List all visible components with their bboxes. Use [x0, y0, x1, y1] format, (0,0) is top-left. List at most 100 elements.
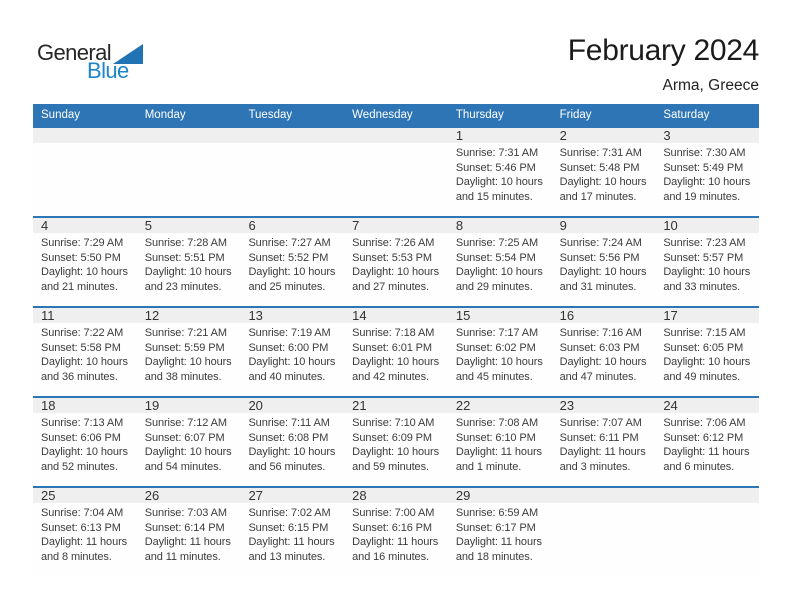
day-details: Sunrise: 7:30 AM Sunset: 5:49 PM Daylight:… [663, 146, 757, 204]
day-details: Sunrise: 7:23 AM Sunset: 5:57 PM Daylight:… [663, 236, 757, 294]
sunrise-text: Sunrise: 7:06 AM [663, 417, 746, 429]
daylight-text: Daylight: 10 hours and 49 minutes. [663, 356, 751, 383]
day-number: 25 [41, 488, 56, 503]
day-number: 2 [559, 128, 567, 143]
calendar-cell: 15 Sunrise: 7:17 AM Sunset: 6:02 PM Dayligh… [448, 308, 552, 396]
daylight-text: Daylight: 11 hours and 3 minutes. [559, 446, 646, 473]
daylight-text: Daylight: 11 hours and 8 minutes. [41, 536, 128, 563]
sunset-text: Sunset: 5:58 PM [41, 341, 121, 354]
calendar-cell: 29 Sunrise: 6:59 AM Sunset: 6:17 PM Dayligh… [448, 488, 552, 576]
sunrise-text: Sunrise: 7:18 AM [352, 327, 435, 339]
sunrise-text: Sunrise: 7:28 AM [144, 237, 227, 249]
sunrise-text: Sunrise: 7:30 AM [663, 147, 746, 159]
day-number: 16 [559, 308, 575, 323]
day-number: 18 [41, 398, 56, 413]
sunrise-text: Sunrise: 6:59 AM [455, 507, 539, 519]
sunrise-text: Sunrise: 7:00 AM [352, 507, 435, 519]
sunset-text: Sunset: 6:14 PM [144, 521, 225, 534]
daylight-text: Daylight: 11 hours and 13 minutes. [248, 536, 335, 563]
logo-triangle-icon [113, 44, 144, 64]
calendar-cell: 24 Sunrise: 7:06 AM Sunset: 6:12 PM Dayligh… [655, 398, 759, 486]
sunrise-text: Sunrise: 7:11 AM [248, 417, 330, 429]
sunrise-text: Sunrise: 7:13 AM [41, 417, 124, 429]
calendar-cell: 21 Sunrise: 7:10 AM Sunset: 6:09 PM Dayligh… [344, 398, 448, 486]
logo: General Blue [37, 42, 144, 82]
day-number: 20 [248, 398, 263, 413]
page-subtitle: Arma, Greece [662, 77, 759, 94]
sunset-text: Sunset: 5:48 PM [559, 161, 640, 174]
day-details: Sunrise: 7:07 AM Sunset: 6:11 PM Daylight:… [560, 416, 654, 474]
daylight-text: Daylight: 10 hours and 23 minutes. [144, 266, 232, 293]
calendar-cell: 18 Sunrise: 7:13 AM Sunset: 6:06 PM Dayligh… [33, 398, 137, 486]
day-details: Sunrise: 7:24 AM Sunset: 5:56 PM Daylight:… [560, 236, 654, 294]
sunrise-text: Sunrise: 7:29 AM [41, 237, 124, 249]
daylight-text: Daylight: 10 hours and 19 minutes. [663, 176, 751, 203]
weeks-container: 1 Sunrise: 7:31 AM Sunset: 5:46 PM Daylight… [33, 126, 759, 576]
calendar-cell: 10 Sunrise: 7:23 AM Sunset: 5:57 PM Dayligh… [655, 218, 759, 306]
daylight-text: Daylight: 10 hours and 45 minutes. [455, 356, 543, 383]
title-block: February 2024 Arma, Greece [568, 34, 760, 95]
day-number: 29 [455, 488, 471, 503]
calendar-cell: 28 Sunrise: 7:00 AM Sunset: 6:16 PM Dayligh… [344, 488, 448, 576]
calendar-cell: 14 Sunrise: 7:18 AM Sunset: 6:01 PM Dayligh… [344, 308, 448, 396]
day-number: 10 [663, 218, 678, 233]
sunset-text: Sunset: 5:57 PM [663, 251, 744, 264]
sunrise-text: Sunrise: 7:07 AM [559, 417, 642, 429]
weekday-header: Saturday [663, 109, 710, 121]
calendar-cell: 7 Sunrise: 7:26 AM Sunset: 5:53 PM Daylight… [344, 218, 448, 306]
sunset-text: Sunset: 6:08 PM [248, 431, 329, 444]
sunrise-text: Sunrise: 7:15 AM [663, 327, 746, 339]
daylight-text: Daylight: 10 hours and 25 minutes. [248, 266, 336, 293]
day-details: Sunrise: 7:26 AM Sunset: 5:53 PM Daylight:… [352, 236, 446, 294]
sunset-text: Sunset: 5:52 PM [248, 251, 329, 264]
sunrise-text: Sunrise: 7:17 AM [455, 327, 539, 339]
sunrise-text: Sunrise: 7:27 AM [248, 237, 331, 249]
sunset-text: Sunset: 5:46 PM [455, 161, 536, 174]
sunset-text: Sunset: 6:06 PM [41, 431, 121, 444]
sunrise-text: Sunrise: 7:10 AM [352, 417, 435, 429]
day-number: 21 [352, 398, 367, 413]
week-row: 1 Sunrise: 7:31 AM Sunset: 5:46 PM Daylight… [33, 126, 759, 216]
day-number: 1 [455, 128, 464, 143]
sunset-text: Sunset: 6:16 PM [352, 521, 432, 534]
day-number: 4 [41, 218, 49, 233]
calendar-cell: 3 Sunrise: 7:30 AM Sunset: 5:49 PM Daylight… [655, 128, 759, 216]
sunset-text: Sunset: 6:12 PM [663, 431, 744, 444]
day-details: Sunrise: 7:18 AM Sunset: 6:01 PM Daylight:… [352, 326, 446, 384]
calendar-cell: 1 Sunrise: 7:31 AM Sunset: 5:46 PM Daylight… [448, 128, 552, 216]
day-details: Sunrise: 7:29 AM Sunset: 5:50 PM Daylight:… [41, 236, 135, 294]
daylight-text: Daylight: 11 hours and 6 minutes. [663, 446, 750, 473]
day-number: 12 [144, 308, 160, 323]
week-row: 4 Sunrise: 7:29 AM Sunset: 5:50 PM Daylight… [33, 216, 759, 306]
daylight-text: Daylight: 10 hours and 21 minutes. [41, 266, 128, 293]
calendar-cell: 6 Sunrise: 7:27 AM Sunset: 5:52 PM Daylight… [240, 218, 344, 306]
daylight-text: Daylight: 11 hours and 18 minutes. [455, 536, 542, 563]
sunrise-text: Sunrise: 7:23 AM [663, 237, 746, 249]
calendar-cell: 9 Sunrise: 7:24 AM Sunset: 5:56 PM Daylight… [552, 218, 656, 306]
daylight-text: Daylight: 10 hours and 15 minutes. [455, 176, 543, 203]
sunset-text: Sunset: 6:01 PM [352, 341, 432, 354]
sunrise-text: Sunrise: 7:21 AM [144, 327, 227, 339]
weekday-header: Thursday [455, 109, 504, 121]
day-number: 28 [352, 488, 367, 503]
daylight-text: Daylight: 10 hours and 17 minutes. [559, 176, 647, 203]
sunset-text: Sunset: 6:03 PM [559, 341, 640, 354]
day-details: Sunrise: 7:19 AM Sunset: 6:00 PM Daylight:… [248, 326, 342, 384]
sunset-text: Sunset: 5:53 PM [352, 251, 432, 264]
day-details: Sunrise: 7:15 AM Sunset: 6:05 PM Daylight:… [663, 326, 757, 384]
daylight-text: Daylight: 10 hours and 40 minutes. [248, 356, 336, 383]
sunset-text: Sunset: 6:07 PM [144, 431, 225, 444]
daylight-text: Daylight: 10 hours and 27 minutes. [352, 266, 440, 293]
sunset-text: Sunset: 5:49 PM [663, 161, 744, 174]
day-number: 19 [144, 398, 160, 413]
sunrise-text: Sunrise: 7:12 AM [144, 417, 227, 429]
day-number: 6 [248, 218, 256, 233]
sunrise-text: Sunrise: 7:25 AM [455, 237, 539, 249]
day-details: Sunrise: 7:17 AM Sunset: 6:02 PM Daylight:… [456, 326, 550, 384]
day-details: Sunrise: 7:12 AM Sunset: 6:07 PM Daylight:… [145, 416, 239, 474]
day-details: Sunrise: 7:28 AM Sunset: 5:51 PM Daylight:… [145, 236, 239, 294]
calendar-cell: 5 Sunrise: 7:28 AM Sunset: 5:51 PM Daylight… [137, 218, 241, 306]
day-details: Sunrise: 7:02 AM Sunset: 6:15 PM Daylight:… [248, 506, 342, 564]
sunrise-text: Sunrise: 7:26 AM [352, 237, 435, 249]
daylight-text: Daylight: 10 hours and 42 minutes. [352, 356, 440, 383]
